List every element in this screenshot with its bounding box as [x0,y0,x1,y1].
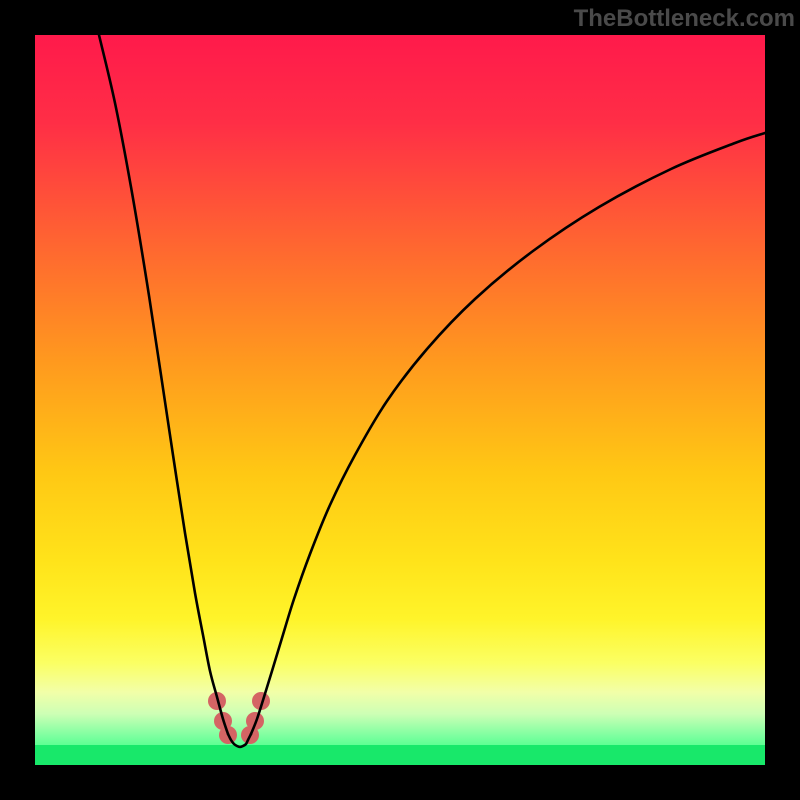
watermark: TheBottleneck.com [574,5,795,33]
curve-right [251,133,765,734]
plot-area [35,35,765,765]
curve-overlay [35,35,765,765]
curve-left [99,35,228,734]
